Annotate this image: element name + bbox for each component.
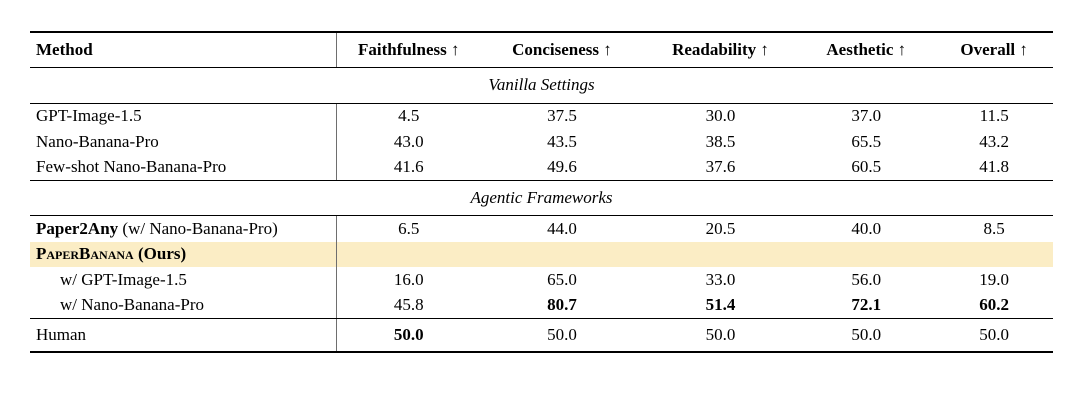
cell-faithfulness: 41.6 [336,154,481,181]
table-row-gpt-image: GPT-Image-1.5 4.5 37.5 30.0 37.0 11.5 [30,103,1053,130]
cell-aesthetic: 37.0 [851,106,882,126]
col-header-conciseness: Conciseness ↑ [480,31,644,69]
col-header-faithfulness: Faithfulness ↑ [336,31,481,69]
cell-overall: 43.2 [979,131,1010,151]
header-row: Method Faithfulness ↑ Conciseness ↑ Read… [30,31,1053,69]
method-name-rest: (w/ Nano-Banana-Pro) [118,218,278,238]
cell-overall: 8.5 [983,218,1005,238]
method-name-bold: Paper2Any [36,218,119,238]
cell-readability: 30.0 [705,106,736,126]
cell-aesthetic: 72.1 [797,292,936,319]
section-label: Vanilla Settings [30,67,1053,104]
col-header-method: Method [30,31,338,69]
cell-readability: 38.5 [705,131,736,151]
cell-conciseness: 80.7 [480,292,644,319]
table-row-paperbanana-gpt-image: w/ GPT-Image-1.5 16.0 65.0 33.0 56.0 19.… [30,267,1053,293]
section-header-vanilla-settings: Vanilla Settings [30,67,1053,104]
table-row-paperbanana-ours: PaperBanana (Ours) [30,241,1053,268]
method-label: Paper2Any (w/ Nano-Banana-Pro) [30,215,338,242]
table-row-nano-banana: Nano-Banana-Pro 43.0 43.5 38.5 65.5 43.2 [30,129,1053,155]
method-label: w/ GPT-Image-1.5 [30,267,338,293]
cell-empty [337,242,480,267]
cell-overall: 50.0 [935,318,1053,354]
cell-aesthetic: 65.5 [851,131,882,151]
method-label: w/ Nano-Banana-Pro [30,292,338,319]
cell-aesthetic: 60.5 [797,154,936,181]
method-name-smallcaps: PaperBanana [36,244,134,264]
cell-readability: 33.0 [705,269,736,289]
cell-empty [797,242,935,267]
section-header-agentic-frameworks: Agentic Frameworks [30,180,1053,217]
cell-overall: 19.0 [979,269,1010,289]
cell-overall: 60.2 [935,292,1053,319]
method-name-rest: (Ours) [133,244,187,264]
cell-empty [644,242,797,267]
cell-empty [480,242,644,267]
table-row-paper2any: Paper2Any (w/ Nano-Banana-Pro) 6.5 44.0 … [30,215,1053,242]
cell-aesthetic: 50.0 [797,318,936,354]
results-table: Method Faithfulness ↑ Conciseness ↑ Read… [30,31,1053,354]
cell-empty [935,242,1053,267]
col-header-aesthetic: Aesthetic ↑ [797,31,936,69]
cell-conciseness: 43.5 [547,131,577,151]
cell-readability: 20.5 [705,218,736,238]
method-label: Human [30,318,338,354]
cell-faithfulness: 4.5 [398,106,420,126]
cell-overall: 11.5 [979,106,1009,126]
cell-faithfulness: 43.0 [393,131,424,151]
cell-faithfulness: 45.8 [336,292,481,319]
method-label: Few-shot Nano-Banana-Pro [30,154,338,181]
cell-overall: 41.8 [935,154,1053,181]
col-header-readability: Readability ↑ [643,31,798,69]
table-row-few-shot: Few-shot Nano-Banana-Pro 41.6 49.6 37.6 … [30,154,1053,181]
method-label: GPT-Image-1.5 [30,103,338,130]
method-label: Nano-Banana-Pro [30,129,338,155]
cell-conciseness: 49.6 [480,154,644,181]
cell-conciseness: 65.0 [547,269,577,289]
section-label: Agentic Frameworks [30,180,1053,217]
cell-faithfulness: 6.5 [398,218,420,238]
cell-faithfulness: 16.0 [393,269,424,289]
cell-readability: 50.0 [643,318,798,354]
method-label: PaperBanana (Ours) [30,241,338,268]
cell-readability: 37.6 [643,154,798,181]
cell-aesthetic: 56.0 [851,269,882,289]
cell-faithfulness: 50.0 [336,318,481,354]
cell-conciseness: 37.5 [547,106,577,126]
cell-conciseness: 44.0 [547,218,577,238]
table-row-paperbanana-nano-banana: w/ Nano-Banana-Pro 45.8 80.7 51.4 72.1 6… [30,292,1053,319]
cell-readability: 51.4 [643,292,798,319]
cell-aesthetic: 40.0 [851,218,882,238]
col-header-overall: Overall ↑ [935,31,1053,69]
cell-conciseness: 50.0 [480,318,644,354]
table-row-human: Human 50.0 50.0 50.0 50.0 50.0 [30,318,1053,354]
